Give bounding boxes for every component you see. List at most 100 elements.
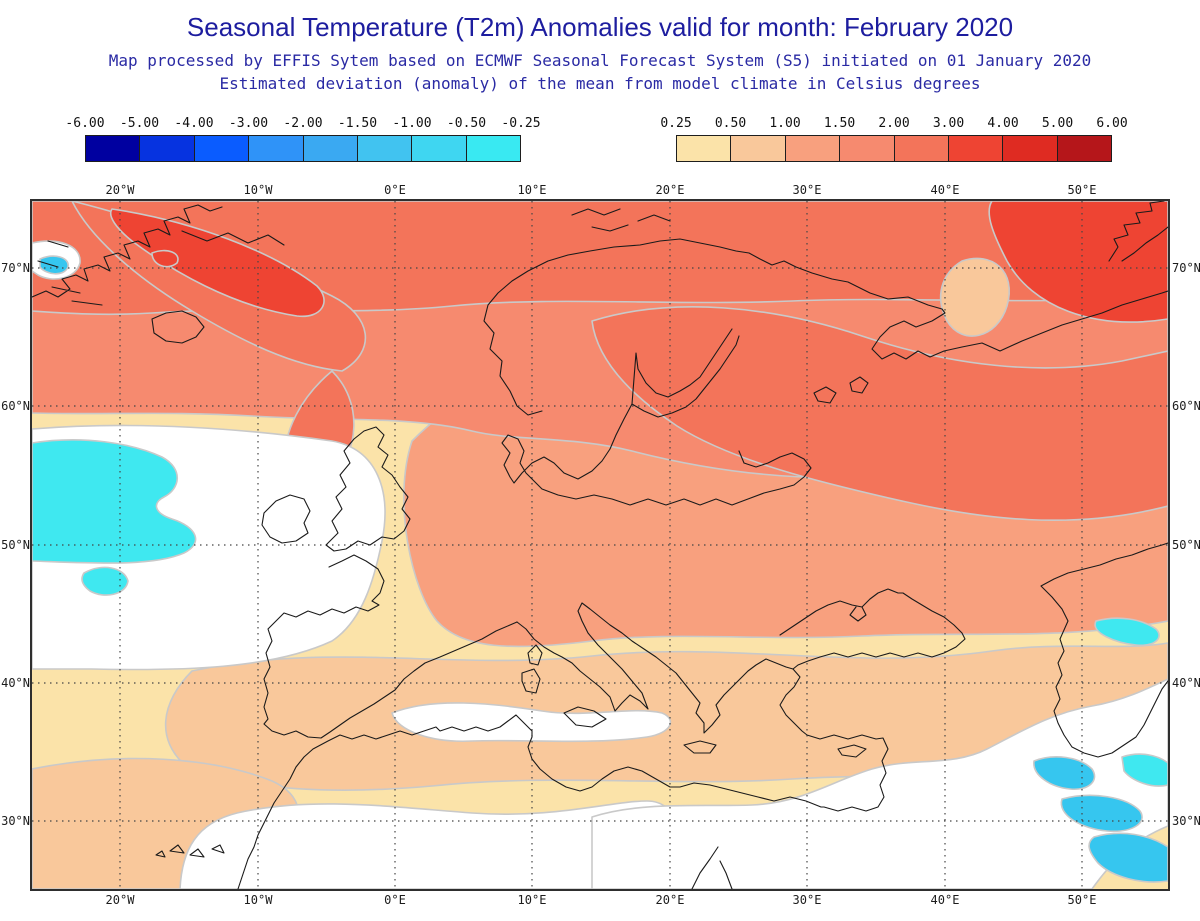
legend-color-cell	[466, 136, 520, 161]
lon-tick-top: 10°W	[243, 183, 273, 197]
lon-tick-bottom: 20°W	[105, 893, 135, 907]
coastline-islands	[521, 644, 867, 758]
coastline-canary-islands	[155, 844, 225, 858]
lat-tick-right: 60°N	[1172, 399, 1200, 413]
subtitle-units-info: Estimated deviation (anomaly) of the mea…	[219, 74, 981, 93]
legend-tick: 0.25	[660, 116, 692, 131]
legend-color-cell	[894, 136, 949, 161]
lon-tick-top: 40°E	[930, 183, 960, 197]
legend-color-cell	[1003, 136, 1058, 161]
cool-region-greenland	[39, 255, 69, 275]
anomaly-region-3-4	[110, 208, 325, 318]
legend-tick: 4.00	[987, 116, 1019, 131]
coastline-iceland	[151, 310, 205, 344]
lon-tick-top: 0°E	[384, 183, 406, 197]
lon-tick-bottom: 40°E	[930, 893, 960, 907]
legend-positive-colorbar	[676, 135, 1112, 162]
lat-tick-left: 40°N	[1, 676, 30, 690]
lon-tick-bottom: 10°E	[517, 893, 547, 907]
anomaly-field-cool-layers	[32, 255, 1168, 883]
legend-color-cell	[249, 136, 304, 161]
legend-color-cell	[785, 136, 841, 161]
legend-tick: 0.50	[714, 116, 747, 131]
legend-tick: -3.00	[228, 116, 269, 131]
legend-color-cell	[194, 136, 250, 161]
legend-tick: -1.50	[337, 116, 378, 131]
coastline-turkey-levant-africa	[237, 668, 889, 889]
anomaly-field-warm-layers	[32, 201, 1168, 889]
legend-color-cell	[948, 136, 1004, 161]
legend-color-cell	[677, 136, 732, 161]
coastline-lakes	[813, 376, 869, 404]
cool-region-anatolia	[1033, 756, 1096, 791]
coastline-red-sea	[691, 846, 733, 889]
legend-tick: 2.00	[878, 116, 910, 131]
cool-region-atlantic-tail	[81, 566, 129, 596]
legend-tick: -4.00	[174, 116, 214, 131]
coastline-great-britain	[325, 426, 411, 552]
lon-tick-bottom: 30°E	[792, 893, 822, 907]
coastline-black-sea	[779, 588, 966, 670]
legend-tick: -6.00	[65, 116, 105, 131]
lat-tick-right: 40°N	[1172, 676, 1200, 690]
lat-tick-right: 30°N	[1172, 814, 1200, 828]
lon-tick-bottom: 10°W	[243, 893, 273, 907]
legend-positive-tick-row: 0.25 0.50 1.00 1.50 2.00 3.00 4.00 5.00 …	[660, 116, 1127, 132]
legend-tick: -1.00	[392, 116, 432, 131]
coastline-caspian	[1040, 542, 1168, 758]
legend-tick: 5.00	[1041, 116, 1074, 131]
legend-color-cell	[86, 136, 141, 161]
legend-color-cell	[731, 136, 786, 161]
legend-color-cell	[357, 136, 413, 161]
coastline-baltic	[501, 328, 812, 506]
subtitle-processing-info: Map processed by EFFIS Sytem based on EC…	[108, 51, 1092, 70]
cool-region-caucasus	[1094, 617, 1160, 647]
lat-tick-left: 70°N	[1, 261, 30, 275]
legend-tick: -0.50	[446, 116, 487, 131]
legend-positive-anomalies: 0.25 0.50 1.00 1.50 2.00 3.00 4.00 5.00 …	[660, 116, 1128, 166]
legend-tick: -5.00	[119, 116, 160, 131]
legend-color-cell	[303, 136, 358, 161]
anomaly-region-2-3	[591, 306, 1168, 522]
graticule-gridlines	[32, 201, 1168, 889]
lat-tick-left: 30°N	[1, 814, 30, 828]
lat-tick-right: 50°N	[1172, 538, 1200, 552]
lat-tick-left: 50°N	[1, 538, 30, 552]
cool-region-levant	[1088, 832, 1168, 883]
legend-tick: 6.00	[1096, 116, 1128, 131]
legend-color-cell	[140, 136, 195, 161]
lon-tick-bottom: 0°E	[384, 893, 406, 907]
coastline-arctic-islands	[571, 208, 671, 232]
lon-tick-top: 50°E	[1067, 183, 1097, 197]
legend-color-cell	[412, 136, 467, 161]
coastline-france-iberia	[263, 554, 518, 739]
anomaly-light-patch-barents	[939, 257, 1010, 337]
coastline-ireland	[261, 494, 311, 544]
lon-tick-bottom: 50°E	[1067, 893, 1097, 907]
coastlines	[32, 201, 1168, 889]
legend-color-cell	[840, 136, 895, 161]
lon-tick-top: 20°E	[655, 183, 685, 197]
anomaly-map-canvas	[32, 201, 1168, 889]
map-frame	[30, 199, 1170, 891]
cool-region-east-anatolia	[1121, 753, 1168, 787]
lon-tick-bottom: 20°E	[655, 893, 685, 907]
cool-region-atlantic	[32, 439, 197, 564]
legend-tick: 3.00	[932, 116, 965, 131]
coastline-greenland	[32, 204, 285, 306]
page-title: Seasonal Temperature (T2m) Anomalies val…	[186, 12, 1014, 42]
anomaly-region-3-4	[151, 249, 179, 268]
legend-tick: 1.00	[769, 116, 801, 131]
lon-tick-top: 20°W	[105, 183, 135, 197]
coastline-scandinavia	[483, 238, 1168, 416]
lat-tick-left: 60°N	[1, 399, 30, 413]
coastline-italy-balkans	[516, 602, 794, 734]
anomaly-region-3-4	[988, 201, 1168, 323]
lon-tick-top: 30°E	[792, 183, 822, 197]
lon-tick-top: 10°E	[517, 183, 547, 197]
legend-tick: -2.00	[283, 116, 323, 131]
legend-tick: -0.25	[501, 116, 541, 131]
legend-negative-colorbar	[85, 135, 521, 162]
cool-region-anatolia	[1060, 794, 1143, 833]
